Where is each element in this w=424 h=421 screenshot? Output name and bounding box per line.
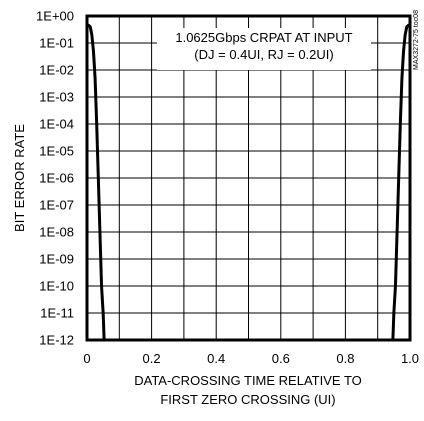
y-axis-label: BIT ERROR RATE xyxy=(12,124,27,232)
ber-curve-left xyxy=(86,23,106,341)
plot-frame xyxy=(85,14,412,342)
annotation-box xyxy=(157,28,371,70)
x-tick-label: 0.8 xyxy=(336,351,354,366)
x-tick-label: 0.4 xyxy=(207,351,225,366)
figure-id: MAX3272-75 toc08 xyxy=(413,10,420,70)
y-tick-label: 1E-03 xyxy=(39,90,74,105)
x-tick-label: 0.6 xyxy=(272,351,290,366)
x-tick-label: 1.0 xyxy=(401,351,419,366)
x-tick-label: 0 xyxy=(83,351,90,366)
ber-curves xyxy=(86,23,411,341)
ber-curve-right xyxy=(391,23,411,341)
x-tick-label: 0.2 xyxy=(143,351,161,366)
y-tick-label: 1E-09 xyxy=(39,252,74,267)
y-tick-label: 1E-05 xyxy=(39,144,74,159)
y-tick-labels: 1E+00 1E-01 1E-02 1E-03 1E-04 1E-05 1E-06 1E-07… xyxy=(36,9,74,348)
x-tick-labels: 0 0.2 0.4 0.6 0.8 1.0 xyxy=(83,351,419,366)
y-tick-label: 1E-06 xyxy=(39,171,74,186)
y-tick-label: 1E-08 xyxy=(39,225,74,240)
y-tick-label: 1E-04 xyxy=(39,117,74,132)
y-tick-label: 1E-11 xyxy=(40,306,74,321)
annotation-line-1: 1.0625Gbps CRPAT AT INPUT xyxy=(175,30,352,45)
y-tick-label: 1E-07 xyxy=(39,198,74,213)
annotation-line-2: (DJ = 0.4UI, RJ = 0.2UI) xyxy=(194,47,333,62)
y-tick-label: 1E-02 xyxy=(39,63,74,78)
y-tick-label: 1E+00 xyxy=(36,9,74,24)
x-axis-label-line-1: DATA-CROSSING TIME RELATIVE TO xyxy=(134,373,362,388)
y-tick-label: 1E-01 xyxy=(39,36,74,51)
y-tick-label: 1E-12 xyxy=(39,333,74,348)
x-axis-label-line-2: FIRST ZERO CROSSING (UI) xyxy=(160,392,335,407)
y-tick-label: 1E-10 xyxy=(39,279,74,294)
